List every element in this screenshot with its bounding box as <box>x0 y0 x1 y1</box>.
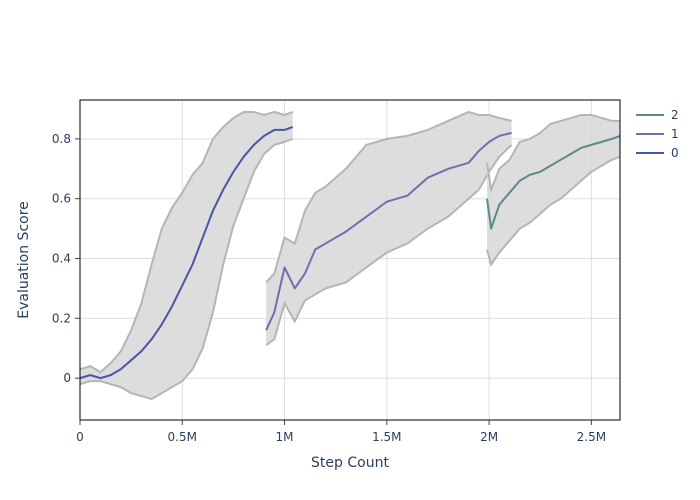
line-series-1 <box>265 131 512 331</box>
y-tick-label: 0 <box>63 371 71 385</box>
x-axis-ticks: 0 0.5M 1M 1.5M 2M 2.5M <box>76 420 606 444</box>
legend[interactable]: 2 1 0 <box>636 108 679 160</box>
y-tick-label: 0.6 <box>52 192 71 206</box>
x-tick-label: 1M <box>276 430 294 444</box>
legend-item-series-2[interactable]: 2 <box>636 108 679 122</box>
x-tick-label: 2M <box>480 430 498 444</box>
legend-label: 0 <box>671 146 679 160</box>
x-axis-title: Step Count <box>311 455 389 471</box>
band-upper-series-2 <box>486 113 620 194</box>
x-tick-label: 2.5M <box>577 430 606 444</box>
legend-label: 1 <box>671 127 679 141</box>
confidence-bands <box>79 110 621 401</box>
x-tick-label: 0 <box>76 430 84 444</box>
x-tick-label: 1.5M <box>372 430 401 444</box>
band-lower-series-1 <box>265 144 513 347</box>
line-series-2 <box>486 134 621 230</box>
band-upper-series-1 <box>265 110 512 284</box>
plot-frame <box>79 99 621 421</box>
x-tick-label: 0.5M <box>168 430 197 444</box>
band-upper-series-0 <box>79 110 294 374</box>
series-lines <box>79 125 621 380</box>
y-tick-label: 0.2 <box>52 311 71 325</box>
line-series-0 <box>79 125 294 380</box>
band-lower-series-0 <box>79 137 294 401</box>
band-series-2 <box>487 114 620 265</box>
legend-item-series-1[interactable]: 1 <box>636 127 679 141</box>
legend-label: 2 <box>671 108 679 122</box>
y-axis-ticks: 0 0.2 0.4 0.6 0.8 <box>52 132 80 385</box>
y-tick-label: 0.4 <box>52 252 71 266</box>
plot-border <box>79 99 621 421</box>
band-lower-series-2 <box>486 155 621 267</box>
y-axis-title: Evaluation Score <box>16 201 32 319</box>
legend-item-series-0[interactable]: 0 <box>636 146 679 160</box>
y-tick-label: 0.8 <box>52 132 71 146</box>
